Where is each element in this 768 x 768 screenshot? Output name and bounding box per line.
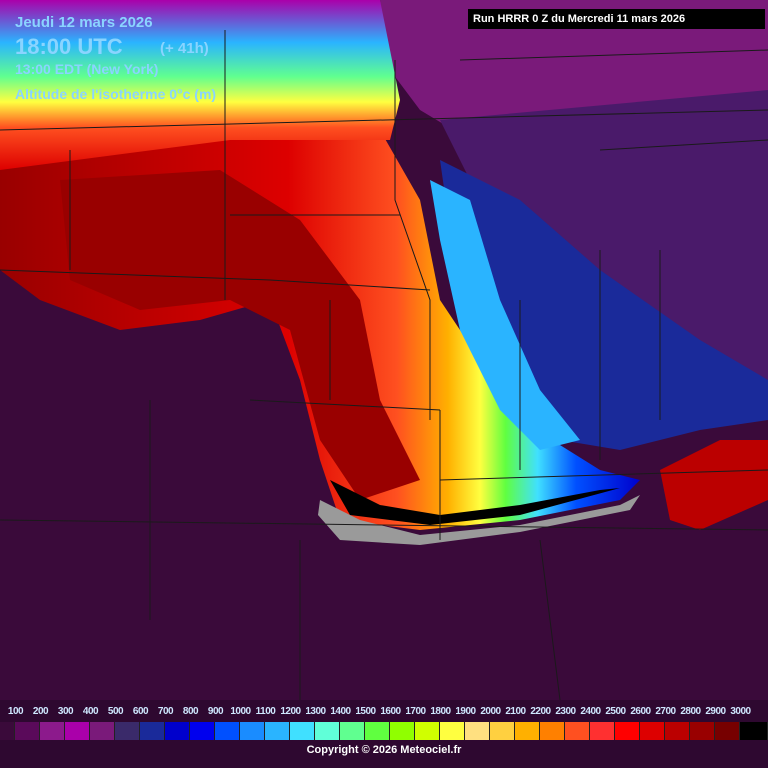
legend-label: 2700	[655, 706, 676, 717]
legend-swatch	[340, 722, 365, 740]
legend-label: 1300	[305, 706, 326, 717]
dark-purple-region	[440, 90, 768, 380]
legend-label: 500	[107, 706, 124, 717]
legend-label: 200	[32, 706, 49, 717]
forecast-local-time: 13:00 EDT (New York)	[15, 61, 159, 77]
legend-swatch	[240, 722, 265, 740]
legend-label: 2800	[680, 706, 701, 717]
legend-swatch	[440, 722, 465, 740]
parameter-name: Altitude de l'isotherme 0°c (m)	[15, 86, 217, 102]
legend-label: 1100	[255, 706, 276, 717]
legend-swatch	[190, 722, 215, 740]
forecast-lead-time: (+ 41h)	[160, 40, 209, 57]
legend-label: 1900	[455, 706, 476, 717]
legend-swatch	[390, 722, 415, 740]
legend-label: 2300	[555, 706, 576, 717]
legend-swatch	[715, 722, 740, 740]
cyan-strip	[430, 180, 580, 450]
black-edge	[330, 480, 620, 525]
legend-swatch	[15, 722, 40, 740]
legend-swatch	[215, 722, 240, 740]
legend-swatch	[665, 722, 690, 740]
forecast-time-utc: 18:00 UTC	[15, 34, 123, 59]
legend-swatch	[165, 722, 190, 740]
legend-swatch	[540, 722, 565, 740]
terrain-fringe	[318, 495, 640, 545]
legend-swatch	[290, 722, 315, 740]
legend-label: 600	[132, 706, 149, 717]
legend-swatch	[615, 722, 640, 740]
legend-swatch	[565, 722, 590, 740]
hot-core	[60, 170, 420, 500]
legend-swatch	[90, 722, 115, 740]
legend-label: 1600	[380, 706, 401, 717]
legend-swatch	[465, 722, 490, 740]
legend-label: 1500	[355, 706, 376, 717]
legend-label: 1000	[230, 706, 251, 717]
legend-swatch	[640, 722, 665, 740]
legend-label: 2500	[605, 706, 626, 717]
legend-label: 100	[7, 706, 24, 717]
legend-label: 3000	[730, 706, 751, 717]
legend-swatch	[365, 722, 390, 740]
legend-label: 1200	[280, 706, 301, 717]
legend-swatch	[590, 722, 615, 740]
legend-swatch	[315, 722, 340, 740]
borders	[0, 30, 768, 701]
legend-label: 2000	[480, 706, 501, 717]
legend-swatch	[515, 722, 540, 740]
legend-color-bar	[0, 722, 768, 740]
forecast-date: Jeudi 12 mars 2026	[15, 14, 153, 31]
copyright: Copyright © 2026 Meteociel.fr	[306, 744, 462, 756]
legend-label: 1700	[405, 706, 426, 717]
legend-labels: 100 200 300 400 500 600 700 800 900 1000 1100 1200 1…	[0, 706, 768, 720]
legend-label: 400	[82, 706, 99, 717]
run-label: Run HRRR 0 Z du Mercredi 11 mars 2026	[468, 9, 765, 29]
legend-swatch	[265, 722, 290, 740]
legend-swatch	[415, 722, 440, 740]
southeast-warm-blob	[660, 440, 768, 530]
legend-swatch	[140, 722, 165, 740]
legend-label: 2400	[580, 706, 601, 717]
legend-swatch	[690, 722, 715, 740]
legend-swatch	[740, 722, 768, 740]
legend-label: 700	[157, 706, 174, 717]
legend-label: 800	[182, 706, 199, 717]
legend-swatch	[40, 722, 65, 740]
legend-label: 2100	[505, 706, 526, 717]
legend-label: 300	[57, 706, 74, 717]
legend-label: 2900	[705, 706, 726, 717]
legend-label: 900	[207, 706, 224, 717]
legend-label: 1800	[430, 706, 451, 717]
legend-label: 2600	[630, 706, 651, 717]
legend-swatch-lead	[0, 722, 15, 740]
legend-label: 1400	[330, 706, 351, 717]
legend-label: 2200	[530, 706, 551, 717]
legend-swatch	[490, 722, 515, 740]
legend-swatch	[115, 722, 140, 740]
legend-swatch	[65, 722, 90, 740]
